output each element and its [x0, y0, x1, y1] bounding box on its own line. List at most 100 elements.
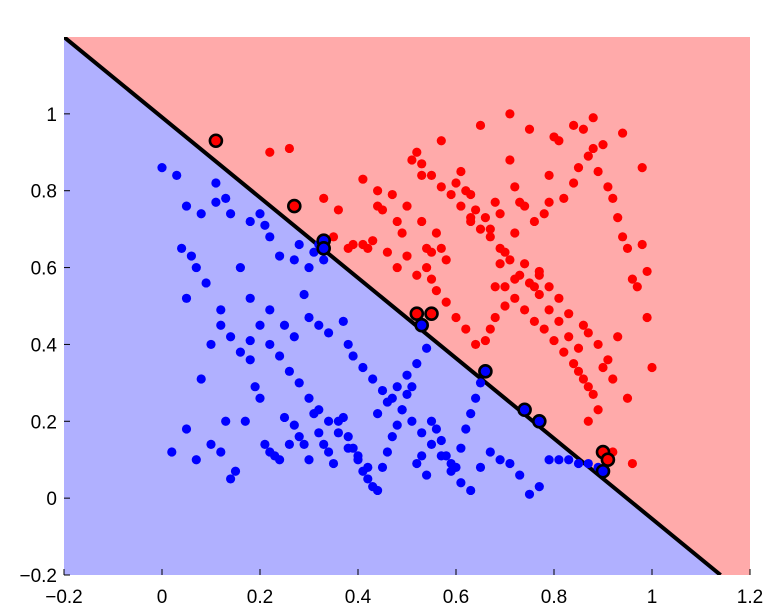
blue-point — [524, 489, 535, 499]
blue-point — [461, 424, 471, 434]
highlighted-blue-point — [595, 463, 611, 479]
blue-point — [186, 251, 196, 261]
blue-point — [382, 397, 392, 407]
red-point — [480, 335, 490, 346]
blue-point — [475, 462, 486, 472]
blue-point — [245, 293, 255, 303]
blue-point — [196, 374, 206, 384]
data-points — [157, 109, 657, 499]
red-point — [441, 255, 451, 265]
red-point — [583, 328, 593, 338]
red-point — [436, 182, 446, 192]
blue-point — [397, 405, 407, 415]
blue-point — [564, 455, 574, 465]
blue-point — [505, 458, 515, 469]
blue-point — [221, 193, 231, 203]
blue-point — [358, 362, 368, 373]
blue-point — [431, 424, 441, 434]
red-point — [564, 332, 574, 342]
decision-regions — [64, 37, 750, 575]
red-point — [613, 332, 623, 342]
blue-point — [348, 351, 358, 361]
red-point — [436, 243, 446, 253]
blue-point — [392, 382, 402, 392]
blue-point — [294, 432, 304, 442]
red-point — [417, 170, 427, 180]
blue-point — [426, 416, 437, 426]
x-tick-label: 0 — [157, 587, 168, 608]
blue-point — [245, 216, 255, 227]
red-point — [382, 247, 392, 257]
blue-point — [343, 443, 353, 453]
blue-point — [436, 435, 446, 446]
blue-point — [167, 447, 177, 457]
red-point — [583, 382, 593, 392]
red-point — [539, 324, 549, 334]
blue-point — [191, 455, 201, 465]
red-point — [632, 282, 642, 292]
blue-point — [294, 378, 304, 388]
blue-point — [534, 482, 544, 492]
red-point — [368, 236, 378, 246]
red-point — [554, 136, 564, 146]
y-tick-label: 0.6 — [31, 259, 57, 280]
red-point — [618, 128, 628, 138]
blue-point — [471, 393, 481, 403]
blue-point — [304, 262, 314, 273]
red-point — [392, 216, 402, 227]
blue-point — [284, 439, 294, 449]
red-point — [627, 458, 638, 469]
y-tick-label: 1 — [46, 105, 57, 126]
red-point — [573, 163, 584, 173]
blue-point — [201, 278, 211, 288]
blue-point — [377, 385, 388, 396]
blue-point — [368, 374, 378, 384]
decision-boundary-line — [64, 37, 722, 575]
blue-point — [289, 255, 299, 265]
red-point — [402, 201, 412, 211]
red-point — [265, 147, 275, 157]
blue-point — [191, 262, 201, 273]
blue-point — [216, 447, 226, 457]
red-point — [510, 293, 520, 303]
red-point — [544, 197, 554, 207]
x-tick-label: 0.2 — [247, 587, 273, 608]
red-point — [466, 213, 476, 223]
red-point — [461, 324, 471, 334]
red-point — [622, 243, 633, 253]
red-point — [475, 120, 486, 130]
x-tick-label: 0.6 — [443, 587, 469, 608]
red-point — [510, 228, 520, 238]
blue-point — [402, 370, 412, 380]
red-point — [637, 163, 647, 173]
red-point — [471, 205, 481, 215]
blue-point — [343, 339, 353, 350]
blue-point — [226, 332, 236, 342]
red-point — [554, 293, 564, 303]
red-point — [485, 232, 495, 242]
red-point — [622, 393, 633, 403]
blue-point — [216, 320, 226, 330]
blue-point — [407, 416, 417, 426]
x-tick-label: 0.8 — [541, 587, 567, 608]
x-tick-label: 1.2 — [737, 587, 763, 608]
blue-point — [314, 428, 324, 438]
red-point — [637, 239, 647, 250]
blue-point — [255, 209, 265, 219]
red-point — [520, 201, 530, 211]
blue-point — [324, 447, 334, 457]
red-point — [588, 389, 598, 399]
red-point — [647, 362, 657, 373]
blue-point — [333, 428, 343, 438]
red-point — [529, 216, 540, 227]
blue-point — [260, 220, 270, 230]
blue-point — [338, 412, 348, 423]
blue-point — [554, 455, 564, 465]
red-point — [524, 124, 535, 134]
highlighted-red-point — [286, 198, 302, 214]
red-point — [534, 266, 544, 277]
blue-point — [363, 474, 373, 484]
blue-point — [289, 420, 299, 430]
red-point — [417, 159, 427, 169]
red-point — [485, 224, 495, 234]
